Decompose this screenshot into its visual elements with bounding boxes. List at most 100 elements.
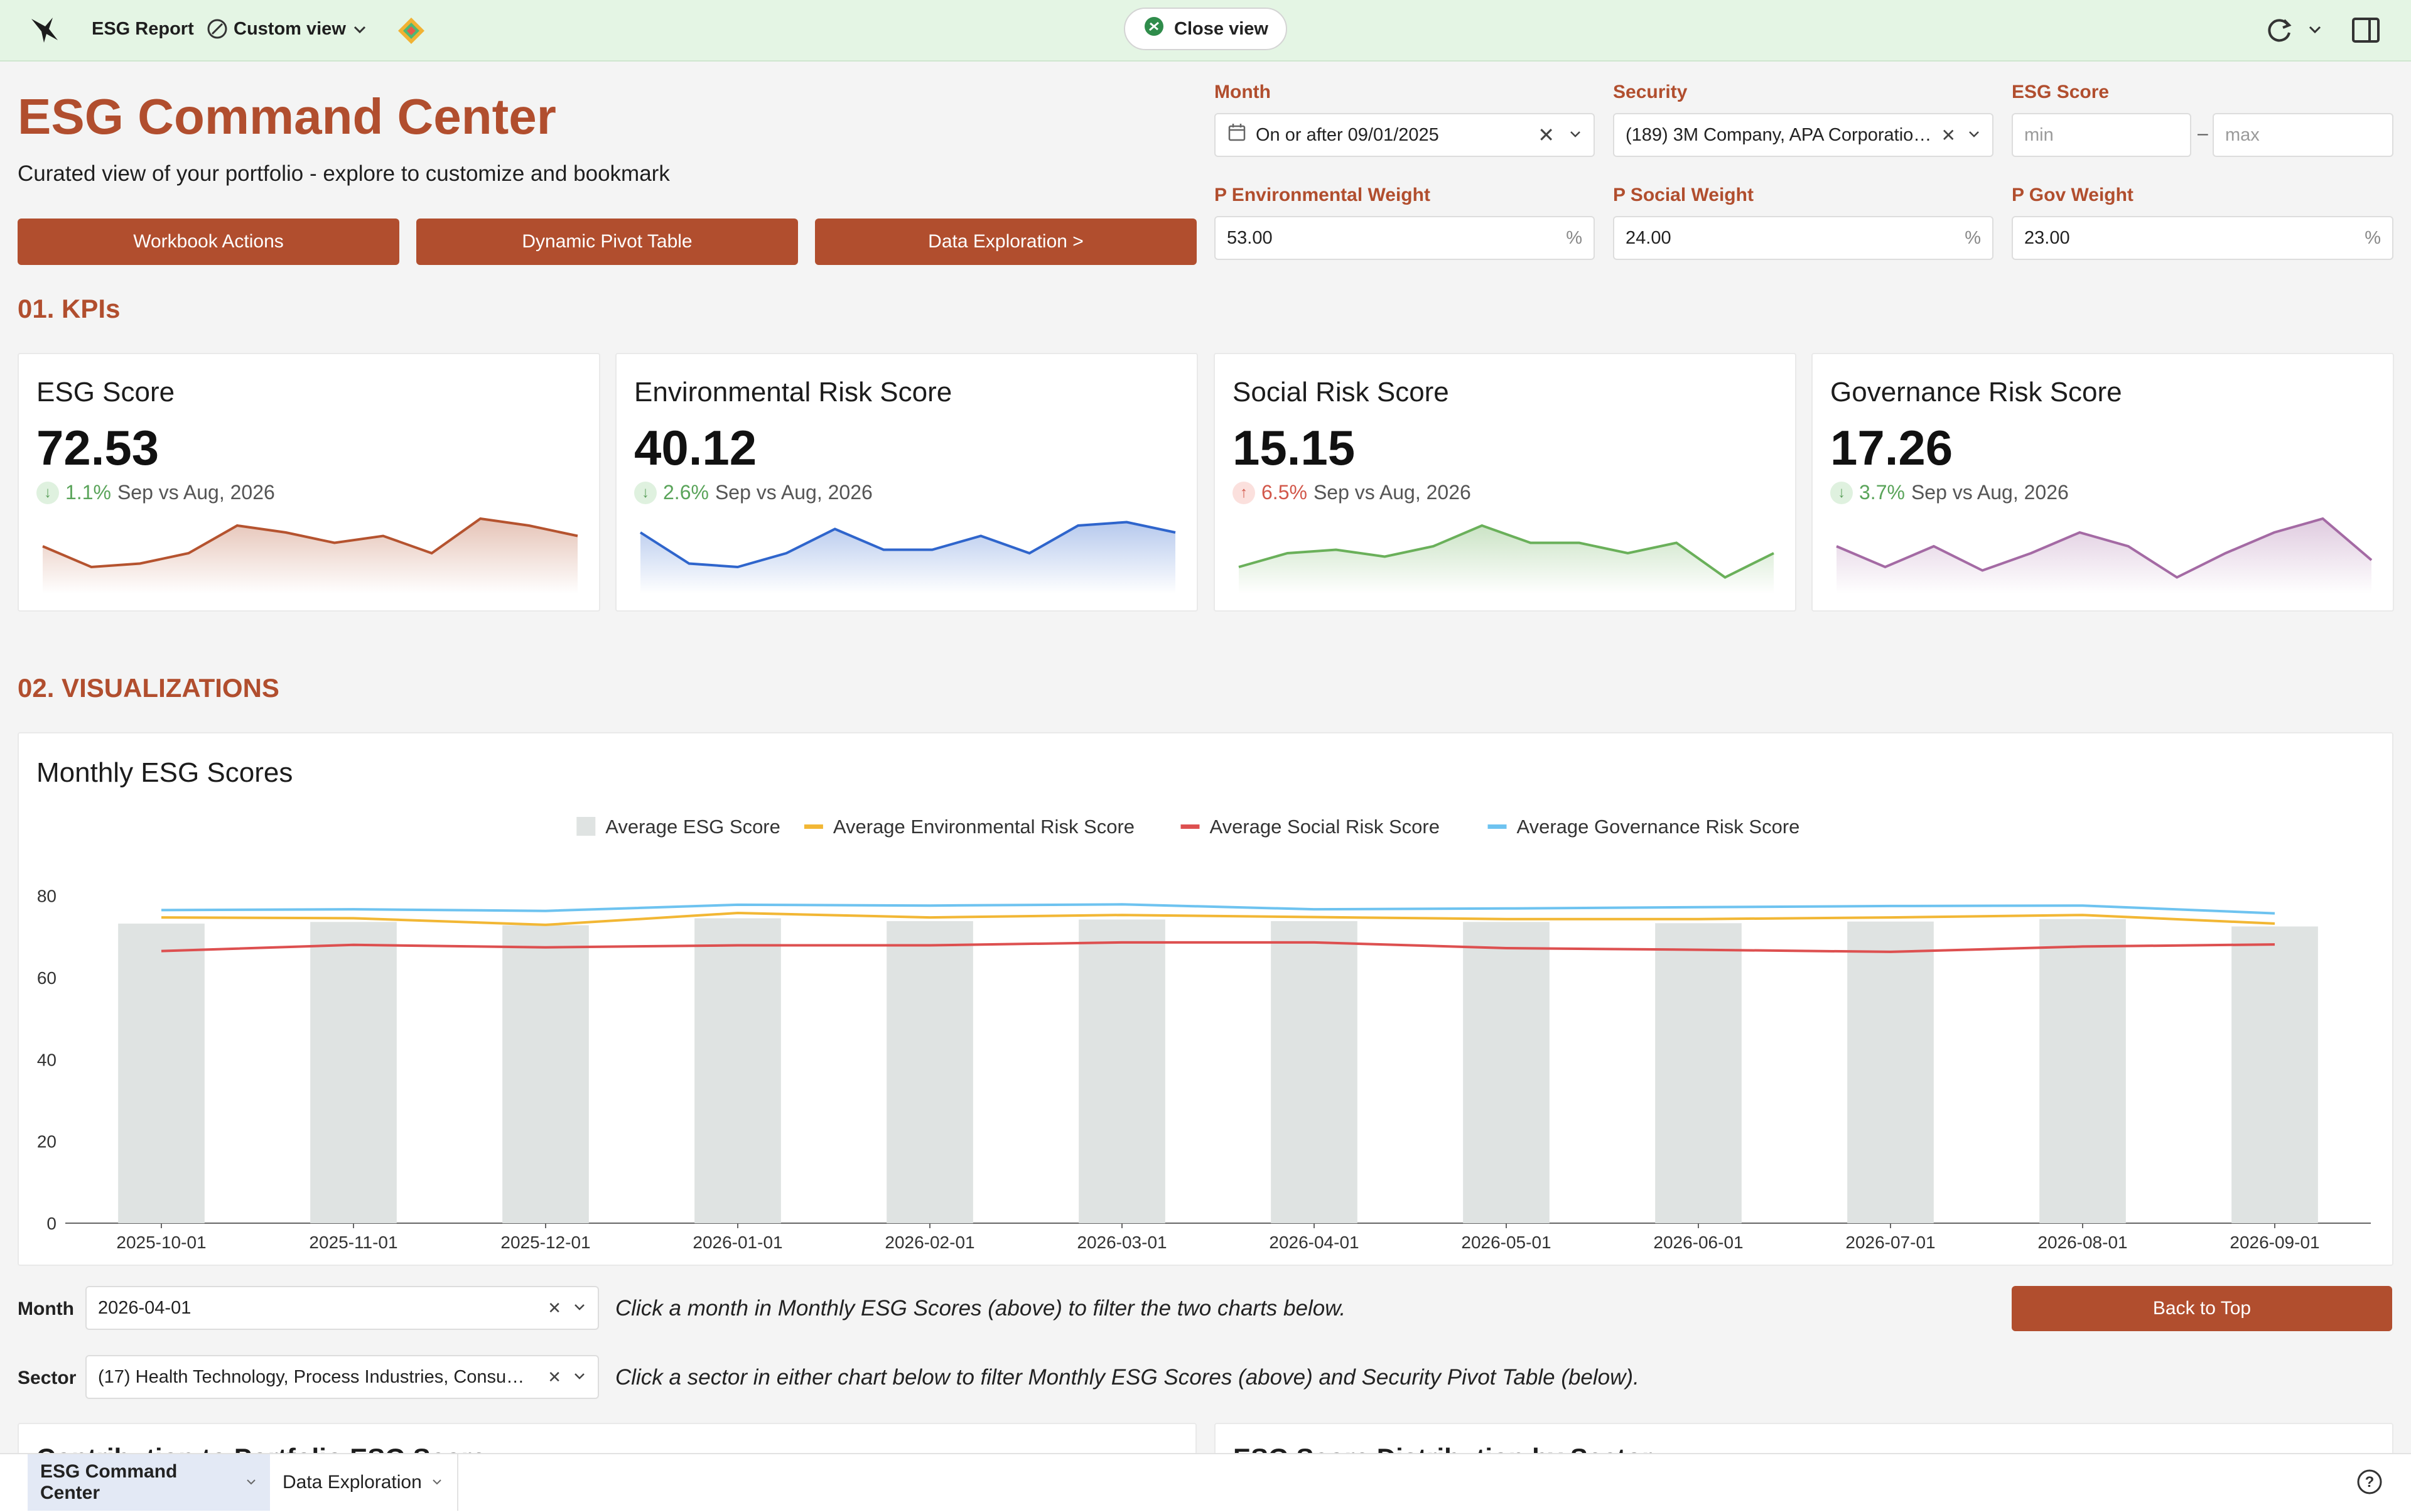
gov-weight-input[interactable]: 23.00 % <box>2012 216 2393 260</box>
kpi-change: 6.5% <box>1261 481 1307 504</box>
refresh-icon[interactable] <box>2263 14 2295 46</box>
custom-view-label[interactable]: Custom view <box>234 19 346 39</box>
sparkline-area <box>1239 526 1774 594</box>
bar-average-esg-score <box>1847 921 1934 1223</box>
refresh-menu-chevron-icon[interactable] <box>2307 21 2323 38</box>
monthly-esg-chart-card[interactable]: Monthly ESG Scores 0 20 40 60 80 2025-10-01 20… <box>18 732 2393 1266</box>
sparkline-line <box>639 521 1176 569</box>
y-tick-label: 40 <box>37 1050 57 1069</box>
esg-score-max-input[interactable]: max <box>2213 113 2393 157</box>
section-visualizations-heading: 02. VISUALIZATIONS <box>18 673 279 703</box>
percent-unit: % <box>2365 227 2381 248</box>
help-icon[interactable]: ? <box>2356 1468 2383 1496</box>
clear-icon[interactable]: ✕ <box>547 1298 561 1317</box>
monthly-esg-chart[interactable]: 0 20 40 60 80 2025-10-01 2025-11-01 2025-12-01 2… <box>19 733 2392 1265</box>
tab-esg-command-center[interactable]: ESG Command Center <box>28 1454 270 1511</box>
series-line-average-environmental-risk-score <box>161 911 2275 926</box>
month-filter[interactable]: On or after 09/01/2025 ✕ <box>1214 113 1595 157</box>
tab-label: ESG Command Center <box>40 1461 178 1503</box>
legend-swatch <box>576 817 596 836</box>
workbook-actions-button[interactable]: Workbook Actions <box>18 219 399 265</box>
clear-icon[interactable]: ✕ <box>1538 124 1555 146</box>
series-line-average-social-risk-score <box>161 941 2275 953</box>
kpi-period: Sep vs Aug, 2026 <box>1911 481 2069 504</box>
sparkline-area <box>640 522 1175 594</box>
kpi-value: 17.26 <box>1830 420 1953 475</box>
kpi-sparkline <box>639 521 1176 594</box>
env-weight-value: 53.00 <box>1227 227 1273 248</box>
security-filter[interactable]: (189) 3M Company, APA Corporatio… ✕ <box>1613 113 1993 157</box>
chevron-down-icon[interactable] <box>352 21 368 38</box>
kpi-change: 3.7% <box>1859 481 1905 504</box>
bird-logo-icon[interactable] <box>28 13 63 48</box>
chevron-down-icon[interactable] <box>431 1472 443 1493</box>
kpi-card-esg[interactable]: ESG Score 72.53 ↓ 1.1% Sep vs Aug, 2026 <box>18 353 600 612</box>
esg-score-min-input[interactable]: min <box>2012 113 2191 157</box>
kpi-period: Sep vs Aug, 2026 <box>1313 481 1471 504</box>
esg-score-max-placeholder: max <box>2225 124 2260 145</box>
legend-item[interactable]: Average Environmental Risk Score <box>804 816 1135 838</box>
page-subtitle: Curated view of your portfolio - explore… <box>18 161 670 186</box>
series-line-average-governance-risk-score <box>161 903 2275 915</box>
kpi-card-environmental[interactable]: Environmental Risk Score 40.12 ↓ 2.6% Se… <box>615 353 1198 612</box>
custom-view-icon <box>206 18 229 40</box>
arrow-down-icon: ↓ <box>634 481 657 504</box>
kpi-delta: ↑ 6.5% Sep vs Aug, 2026 <box>1232 481 1471 504</box>
kpi-sparkline <box>1836 517 2373 594</box>
percent-unit: % <box>1566 227 1582 248</box>
clear-icon[interactable]: ✕ <box>547 1367 561 1386</box>
kpi-change: 1.1% <box>65 481 111 504</box>
app-badge-icon[interactable] <box>396 15 427 46</box>
workbook-name[interactable]: ESG Report <box>92 19 194 39</box>
dynamic-pivot-table-button[interactable]: Dynamic Pivot Table <box>416 219 798 265</box>
kpi-title: Governance Risk Score <box>1830 377 2122 408</box>
legend-label: Average ESG Score <box>605 816 780 838</box>
sparkline-area <box>43 519 578 594</box>
month-control-value: 2026-04-01 <box>98 1297 191 1318</box>
kpi-period: Sep vs Aug, 2026 <box>117 481 275 504</box>
sector-hint: Click a sector in either chart below to … <box>615 1365 1639 1390</box>
kpi-period: Sep vs Aug, 2026 <box>715 481 873 504</box>
sector-control-value: (17) Health Technology, Process Industri… <box>98 1366 525 1387</box>
legend-item[interactable]: Average ESG Score <box>576 816 780 838</box>
sparkline-line <box>42 517 578 569</box>
kpi-sparkline <box>1238 524 1774 594</box>
bar-average-esg-score <box>1271 921 1357 1223</box>
data-exploration-button[interactable]: Data Exploration > <box>815 219 1197 265</box>
x-tick-label: 2026-04-01 <box>1269 1233 1359 1252</box>
sector-control[interactable]: (17) Health Technology, Process Industri… <box>85 1355 599 1399</box>
chevron-down-icon[interactable] <box>1967 125 1981 146</box>
back-to-top-button[interactable]: Back to Top <box>2012 1286 2392 1331</box>
close-view-button[interactable]: Close view <box>1124 8 1287 50</box>
bar-average-esg-score <box>1655 923 1742 1223</box>
security-filter-value: (189) 3M Company, APA Corporatio… <box>1626 124 1932 145</box>
chevron-down-icon[interactable] <box>573 1298 586 1319</box>
clear-icon[interactable]: ✕ <box>1941 125 1956 145</box>
percent-unit: % <box>1965 227 1981 248</box>
chevron-down-icon[interactable] <box>573 1367 586 1388</box>
legend-item[interactable]: Average Governance Risk Score <box>1487 816 1800 838</box>
month-control[interactable]: 2026-04-01 ✕ <box>85 1286 599 1330</box>
y-tick-label: 20 <box>37 1132 57 1152</box>
month-filter-label: Month <box>1214 82 1271 102</box>
legend-label: Average Social Risk Score <box>1210 816 1440 838</box>
arrow-up-icon: ↑ <box>1232 481 1255 504</box>
panel-toggle-icon[interactable] <box>2349 14 2382 46</box>
legend-label: Average Environmental Risk Score <box>833 816 1135 838</box>
kpi-card-governance[interactable]: Governance Risk Score 17.26 ↓ 3.7% Sep v… <box>1811 353 2394 612</box>
kpi-delta: ↓ 2.6% Sep vs Aug, 2026 <box>634 481 873 504</box>
social-weight-input[interactable]: 24.00 % <box>1613 216 1993 260</box>
x-tick-label: 2025-10-01 <box>116 1233 206 1252</box>
env-weight-input[interactable]: 53.00 % <box>1214 216 1595 260</box>
legend-item[interactable]: Average Social Risk Score <box>1180 816 1440 838</box>
tab-data-exploration[interactable]: Data Exploration <box>270 1454 458 1511</box>
x-tick-label: 2026-02-01 <box>885 1233 974 1252</box>
sparkline-area <box>1837 519 2371 594</box>
kpi-card-social[interactable]: Social Risk Score 15.15 ↑ 6.5% Sep vs Au… <box>1214 353 1796 612</box>
kpi-title: Social Risk Score <box>1232 377 1449 408</box>
page-tabs-bar <box>0 1453 2411 1512</box>
x-tick-label: 2026-06-01 <box>1653 1233 1743 1252</box>
chevron-down-icon[interactable] <box>1568 125 1582 146</box>
chevron-down-icon[interactable] <box>245 1472 257 1493</box>
kpi-delta: ↓ 3.7% Sep vs Aug, 2026 <box>1830 481 2069 504</box>
